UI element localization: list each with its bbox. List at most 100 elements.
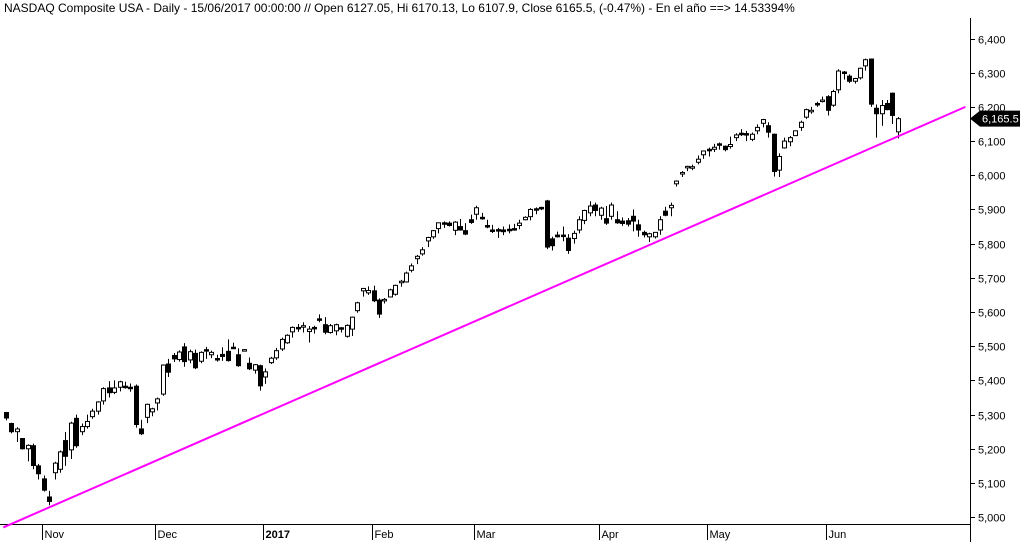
candle bbox=[636, 219, 641, 237]
candle-body-up bbox=[269, 357, 274, 364]
candle-body-down bbox=[869, 58, 874, 105]
candle-body-down bbox=[490, 229, 495, 232]
candle-body-down bbox=[42, 478, 47, 491]
candle-body-down bbox=[631, 215, 636, 222]
candle bbox=[604, 206, 609, 225]
candle bbox=[404, 271, 409, 283]
candle bbox=[139, 419, 144, 436]
candle bbox=[788, 135, 793, 147]
x-tick-label: 2017 bbox=[266, 529, 290, 541]
candle bbox=[777, 153, 782, 177]
candle bbox=[296, 323, 301, 332]
candle-body-up bbox=[112, 387, 117, 393]
candle bbox=[653, 231, 658, 239]
candle-body-down bbox=[766, 125, 771, 133]
candle bbox=[172, 353, 177, 362]
candle bbox=[615, 211, 620, 224]
candle-body-up bbox=[382, 298, 387, 302]
candle bbox=[339, 327, 344, 333]
support-trendline bbox=[2, 105, 966, 529]
candle-body-up bbox=[696, 158, 701, 163]
candle bbox=[701, 150, 706, 159]
candle bbox=[647, 232, 652, 242]
candle bbox=[90, 408, 95, 419]
candle-body-up bbox=[85, 420, 90, 428]
candle-body-up bbox=[685, 165, 690, 169]
candle bbox=[609, 202, 614, 220]
candle-body-down bbox=[707, 148, 712, 152]
candle bbox=[231, 342, 236, 350]
candle bbox=[85, 414, 90, 429]
candle-body-up bbox=[728, 144, 733, 148]
candle bbox=[345, 324, 350, 338]
candle bbox=[674, 180, 679, 187]
candle-body-down bbox=[501, 229, 506, 233]
candle-body-down bbox=[534, 208, 539, 211]
x-tick-label: Nov bbox=[45, 529, 65, 541]
candle bbox=[761, 118, 766, 128]
candle-body-up bbox=[799, 121, 804, 128]
candle bbox=[453, 221, 458, 236]
last-price-tag: 6,165.5 bbox=[970, 110, 1020, 127]
candle bbox=[199, 351, 204, 364]
candle-body-up bbox=[366, 289, 371, 294]
candle-body-down bbox=[620, 220, 625, 224]
candle bbox=[96, 401, 101, 415]
candle-body-down bbox=[20, 438, 25, 450]
candle-body-up bbox=[577, 219, 582, 231]
candle-body-down bbox=[323, 324, 328, 333]
candle-body-up bbox=[712, 146, 717, 150]
candle-body-down bbox=[744, 133, 749, 136]
candle bbox=[507, 224, 512, 234]
candle-body-down bbox=[772, 133, 777, 173]
candle bbox=[885, 100, 890, 111]
candle bbox=[150, 407, 155, 417]
candle-body-up bbox=[69, 422, 74, 451]
candle-body-down bbox=[215, 358, 220, 361]
candle bbox=[490, 224, 495, 234]
candle bbox=[501, 226, 506, 236]
candle bbox=[707, 147, 712, 157]
candle-body-up bbox=[599, 207, 604, 216]
candle-body-down bbox=[566, 237, 571, 251]
candle-body-down bbox=[372, 290, 377, 302]
candle bbox=[307, 326, 312, 343]
candle bbox=[382, 298, 387, 304]
candle bbox=[496, 227, 501, 238]
candle bbox=[826, 95, 831, 116]
candle-body-down bbox=[166, 363, 171, 373]
candle-body-down bbox=[447, 222, 452, 227]
candle bbox=[631, 209, 636, 232]
candle bbox=[177, 350, 182, 362]
candle-body-up bbox=[528, 208, 533, 218]
y-tick-label: 5,400 bbox=[978, 376, 1006, 388]
candle-body-down bbox=[512, 228, 517, 231]
candle bbox=[550, 236, 555, 251]
candle-body-down bbox=[874, 107, 879, 115]
candle-body-up bbox=[690, 166, 695, 169]
candle bbox=[804, 108, 809, 119]
last-price-label: 6,165.5 bbox=[982, 114, 1019, 126]
candle-body-up bbox=[290, 326, 295, 333]
candle-body-up bbox=[53, 462, 58, 474]
candle bbox=[145, 403, 150, 424]
candle bbox=[188, 349, 193, 364]
candle-body-up bbox=[307, 328, 312, 333]
candle bbox=[561, 226, 566, 242]
candle bbox=[512, 223, 517, 231]
candle bbox=[242, 348, 247, 352]
candle bbox=[723, 145, 728, 152]
y-tick-label: 5,900 bbox=[978, 205, 1006, 217]
candle bbox=[42, 475, 47, 492]
candle-body-up bbox=[572, 232, 577, 240]
candle-body-up bbox=[253, 364, 258, 371]
candle bbox=[161, 364, 166, 396]
candle-body-up bbox=[118, 381, 123, 388]
candle bbox=[739, 129, 744, 136]
candle-body-up bbox=[782, 140, 787, 149]
candle bbox=[431, 229, 436, 239]
y-tick-label: 5,800 bbox=[978, 240, 1006, 252]
y-tick-label: 5,700 bbox=[978, 274, 1006, 286]
candle bbox=[361, 287, 366, 297]
candle-body-down bbox=[642, 231, 647, 236]
